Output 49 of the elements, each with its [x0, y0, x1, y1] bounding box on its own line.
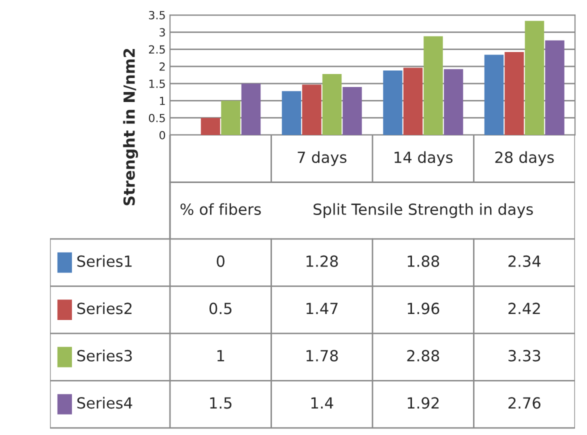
legend-label: Series4	[77, 396, 132, 409]
x-tick-label: 7 days	[298, 151, 346, 166]
data-label: 1.88	[408, 255, 440, 267]
data-label: 2.34	[508, 255, 541, 267]
bar	[504, 52, 524, 135]
y-tick-label: 2	[160, 62, 165, 71]
text: Split Tensile Strength in days	[314, 203, 533, 218]
data-label: 1.96	[408, 302, 440, 314]
bar	[282, 91, 302, 135]
bar	[524, 20, 544, 135]
bar	[484, 54, 504, 135]
x-tick-label: 14 days	[394, 151, 453, 166]
bar	[545, 40, 564, 135]
y-tick-label: 3.5	[149, 10, 165, 20]
data-label: 3.33	[508, 350, 540, 362]
legend-label: Series2	[77, 302, 132, 314]
data-label: 1.92	[408, 397, 439, 409]
bar	[200, 118, 220, 135]
bar	[424, 36, 443, 135]
bar	[342, 87, 362, 135]
y-tick-label: 0.5	[148, 114, 165, 122]
data-label: 2.76	[508, 397, 540, 409]
y-tick-label: 2.5	[148, 45, 165, 54]
bar	[302, 84, 322, 135]
y-tick-label: 3	[160, 28, 165, 37]
data-label: 1.4	[311, 397, 334, 409]
data-label: 2.42	[508, 302, 540, 314]
bar	[221, 100, 240, 135]
text: % of fibers	[180, 203, 261, 216]
data-label: 1.5	[210, 397, 232, 409]
bar	[241, 84, 261, 135]
x-tick-label: 28 days	[495, 151, 554, 166]
y-tick-label: 0	[159, 130, 166, 140]
y-tick-label: 1.5	[149, 80, 165, 88]
y-tick-label: 1	[160, 96, 165, 105]
data-label: 1.28	[306, 255, 338, 267]
bar	[322, 74, 342, 135]
data-label: 1	[217, 350, 224, 362]
legend-label: Series3	[77, 350, 132, 362]
data-label: 0	[216, 255, 224, 267]
legend-label: Series1	[77, 255, 132, 267]
data-label: 1.78	[306, 350, 338, 362]
data-label: 1.47	[306, 302, 338, 314]
data-label: 0.5	[209, 302, 232, 314]
y-axis-title: Strenght in N/nm2	[123, 48, 138, 206]
bar	[403, 68, 423, 135]
data-label: 2.88	[407, 350, 440, 362]
bar	[383, 70, 402, 135]
bar	[444, 69, 464, 135]
